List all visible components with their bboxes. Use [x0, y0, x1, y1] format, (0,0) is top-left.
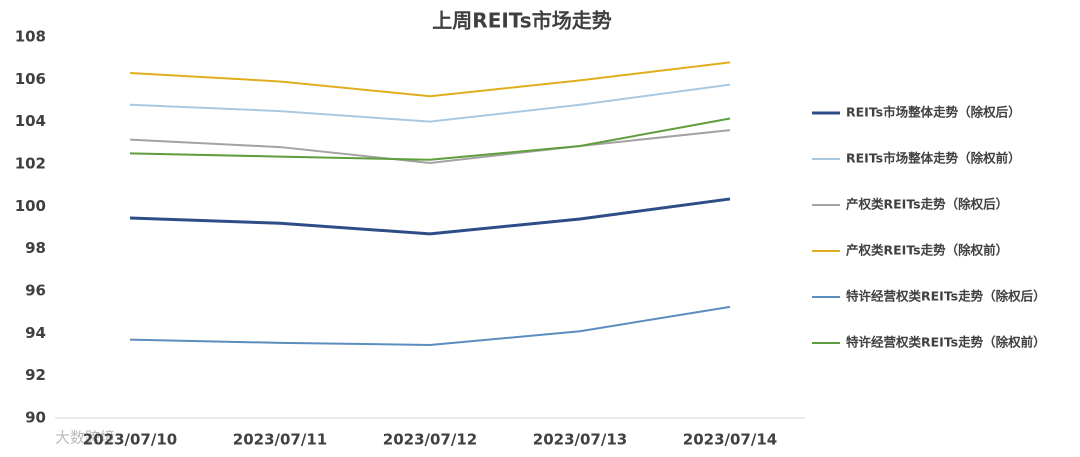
x-tick-label: 2023/07/10: [83, 431, 177, 449]
y-tick-label: 104: [15, 112, 46, 130]
x-tick-label: 2023/07/12: [383, 431, 477, 449]
y-tick-label: 100: [15, 197, 46, 215]
line-series: [129, 305, 731, 346]
chart-title: 上周REITs市场走势: [432, 9, 611, 33]
line-series: [129, 117, 731, 161]
y-tick-label: 92: [25, 366, 46, 384]
y-tick-label: 90: [25, 409, 46, 427]
watermark: 大数跨境: [55, 429, 115, 447]
line-series: [129, 61, 731, 98]
legend-label: REITs市场整体走势（除权后）: [846, 105, 1021, 120]
y-tick-label: 106: [15, 70, 46, 88]
y-tick-label: 96: [25, 282, 46, 300]
legend-label: 特许经营权类REITs走势（除权前）: [846, 335, 1046, 350]
y-tick-label: 98: [25, 239, 46, 257]
x-tick-label: 2023/07/13: [533, 431, 627, 449]
line-series: [129, 83, 731, 123]
y-tick-label: 94: [25, 324, 46, 342]
line-series: [129, 197, 731, 236]
x-tick-label: 2023/07/11: [233, 431, 327, 449]
legend-label: 产权类REITs走势（除权前）: [846, 243, 1008, 258]
legend-label: 产权类REITs走势（除权后）: [846, 197, 1008, 212]
y-tick-label: 102: [15, 155, 46, 173]
legend-label: 特许经营权类REITs走势（除权后）: [846, 289, 1046, 304]
line-series: [129, 129, 731, 164]
x-tick-label: 2023/07/14: [683, 431, 777, 449]
legend-label: REITs市场整体走势（除权前）: [846, 151, 1021, 166]
y-tick-label: 108: [15, 28, 46, 46]
